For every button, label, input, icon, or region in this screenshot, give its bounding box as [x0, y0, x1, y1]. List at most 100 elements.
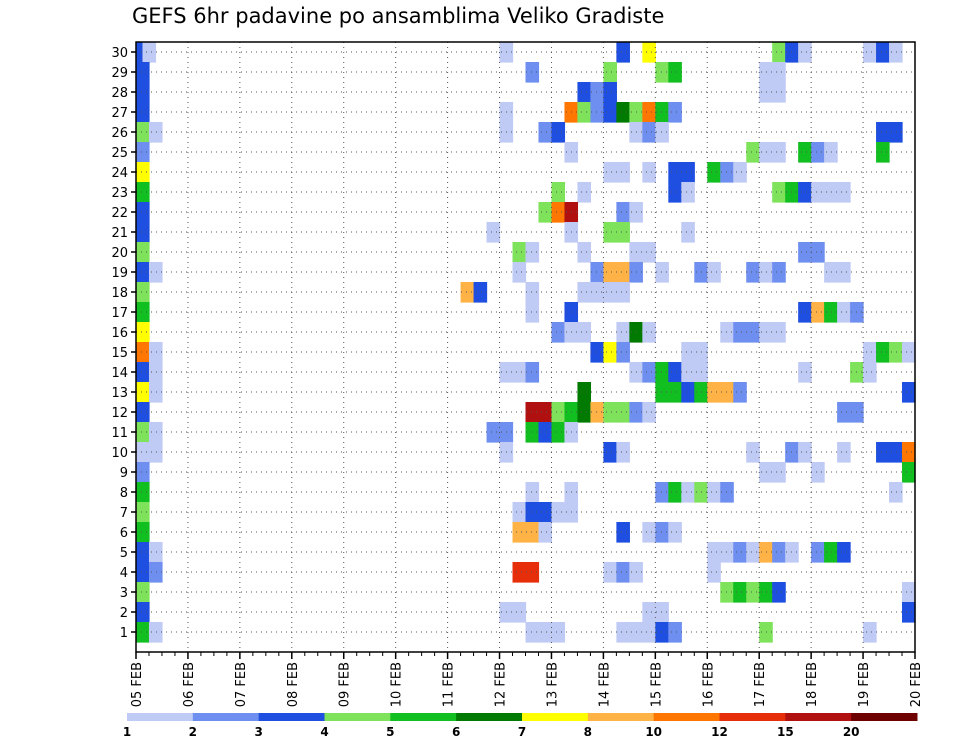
- heatmap-cell: [590, 102, 604, 123]
- heatmap-cell: [707, 482, 721, 503]
- heatmap-cell: [525, 402, 540, 423]
- y-tick-label: 5: [120, 546, 128, 561]
- heatmap-cell: [733, 542, 747, 563]
- colorbar-segment: [522, 713, 589, 721]
- heatmap-cell: [772, 62, 786, 83]
- heatmap-cell: [136, 282, 150, 303]
- y-tick-label: 9: [120, 466, 128, 481]
- heatmap-cell: [136, 222, 150, 243]
- y-tick-label: 7: [120, 506, 128, 521]
- heatmap-cell: [668, 182, 682, 203]
- colorbar-segment: [653, 713, 720, 721]
- heatmap-cell: [642, 102, 656, 123]
- heatmap-cell: [811, 462, 825, 483]
- y-tick-label: 12: [111, 406, 128, 421]
- heatmap-cell: [681, 362, 695, 383]
- heatmap-cell: [824, 182, 838, 203]
- heatmap-cell: [512, 502, 527, 523]
- heatmap-cell: [668, 162, 682, 183]
- heatmap-cell: [733, 322, 747, 343]
- heatmap-cell: [603, 222, 617, 243]
- heatmap-cell: [136, 422, 150, 443]
- heatmap-cell: [148, 622, 163, 643]
- x-tick-label: 11 FEB: [442, 662, 457, 707]
- y-tick-label: 14: [111, 366, 128, 381]
- heatmap-cell: [655, 382, 669, 403]
- x-tick-label: 05 FEB: [130, 662, 145, 707]
- heatmap-cell: [681, 162, 695, 183]
- heatmap-cell: [538, 122, 553, 143]
- heatmap-cell: [824, 542, 838, 563]
- heatmap-cell: [746, 582, 760, 603]
- heatmap-cell: [876, 122, 890, 143]
- heatmap-cell: [642, 522, 656, 543]
- heatmap-cell: [590, 262, 604, 283]
- heatmap-cell: [136, 82, 150, 103]
- heatmap-cell: [772, 142, 786, 163]
- heatmap-cell: [577, 322, 592, 343]
- heatmap-cell: [486, 422, 501, 443]
- colorbar-label: 12: [711, 725, 728, 739]
- colorbar-label: 8: [584, 725, 592, 739]
- heatmap-cell: [837, 302, 851, 323]
- colorbar-segment: [192, 713, 260, 721]
- heatmap-cell: [577, 242, 592, 263]
- heatmap-cell: [616, 282, 630, 303]
- heatmap-cell: [136, 362, 150, 383]
- heatmap-cell: [863, 622, 877, 643]
- heatmap-cell: [772, 182, 786, 203]
- heatmap-cell: [772, 582, 786, 603]
- heatmap-cell: [720, 582, 734, 603]
- y-tick-label: 20: [111, 246, 128, 261]
- colorbar-label: 10: [645, 725, 662, 739]
- heatmap-cell: [590, 342, 604, 363]
- x-tick-label: 14 FEB: [597, 662, 612, 707]
- heatmap-cell: [655, 362, 669, 383]
- heatmap-cell: [525, 362, 540, 383]
- heatmap-cell: [512, 262, 527, 283]
- heatmap-cell: [577, 102, 592, 123]
- heatmap-cell: [136, 242, 150, 263]
- heatmap-cell: [746, 142, 760, 163]
- heatmap-cell: [889, 482, 903, 503]
- heatmap-cell: [798, 182, 812, 203]
- heatmap-cell: [148, 442, 163, 463]
- heatmap-cell: [616, 202, 630, 223]
- heatmap-cell: [746, 442, 760, 463]
- colorbar-segment: [456, 713, 523, 721]
- y-tick-label: 3: [120, 586, 128, 601]
- heatmap-cell: [811, 182, 825, 203]
- heatmap-cell: [655, 622, 669, 643]
- heatmap-cells: [136, 42, 916, 643]
- heatmap-cell: [590, 282, 604, 303]
- heatmap-cell: [889, 122, 903, 143]
- heatmap-cell: [136, 302, 150, 323]
- heatmap-cell: [837, 262, 851, 283]
- y-tick-label: 26: [111, 126, 128, 141]
- heatmap-cell: [902, 342, 916, 363]
- x-tick-label: 16 FEB: [701, 662, 716, 707]
- heatmap-cell: [642, 242, 656, 263]
- heatmap-cell: [473, 282, 488, 303]
- y-tick-label: 24: [111, 166, 128, 181]
- heatmap-cell: [746, 542, 760, 563]
- heatmap-cell: [642, 162, 656, 183]
- heatmap-cell: [525, 282, 540, 303]
- heatmap-cell: [525, 62, 540, 83]
- y-tick-label: 22: [111, 206, 128, 221]
- heatmap-cell: [460, 282, 475, 303]
- heatmap-cell: [746, 262, 760, 283]
- heatmap-cell: [148, 542, 163, 563]
- heatmap-cell: [759, 322, 773, 343]
- x-tick-label: 09 FEB: [338, 662, 353, 707]
- heatmap-cell: [681, 182, 695, 203]
- x-tick-label: 08 FEB: [286, 662, 301, 707]
- heatmap-cell: [577, 282, 592, 303]
- heatmap-cell: [616, 262, 630, 283]
- heatmap-cell: [136, 162, 150, 183]
- heatmap-cell: [136, 462, 150, 483]
- heatmap-cell: [148, 362, 163, 383]
- heatmap-cell: [525, 522, 540, 543]
- y-tick-label: 18: [111, 286, 128, 301]
